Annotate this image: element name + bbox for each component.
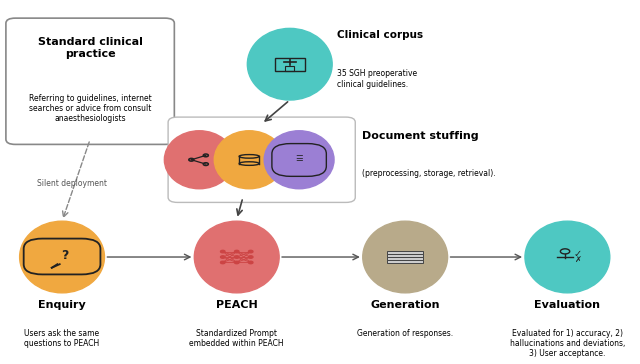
Text: 35 SGH preoperative
clinical guidelines.: 35 SGH preoperative clinical guidelines. bbox=[337, 69, 417, 89]
Text: ✓: ✓ bbox=[573, 249, 582, 259]
Ellipse shape bbox=[264, 131, 334, 189]
Circle shape bbox=[234, 256, 239, 258]
Text: PEACH: PEACH bbox=[216, 300, 258, 310]
FancyBboxPatch shape bbox=[387, 261, 423, 263]
Text: Generation: Generation bbox=[371, 300, 440, 310]
FancyBboxPatch shape bbox=[387, 257, 423, 260]
Circle shape bbox=[234, 261, 239, 264]
Text: (preprocessing, storage, retrieval).: (preprocessing, storage, retrieval). bbox=[362, 169, 495, 178]
Circle shape bbox=[248, 256, 253, 258]
Text: Generation of responses.: Generation of responses. bbox=[357, 329, 453, 338]
Text: Standard clinical
practice: Standard clinical practice bbox=[38, 37, 143, 59]
Text: Referring to guidelines, internet
searches or advice from consult
anaesthesiolog: Referring to guidelines, internet search… bbox=[29, 94, 152, 123]
Circle shape bbox=[221, 250, 225, 253]
FancyBboxPatch shape bbox=[387, 254, 423, 257]
FancyBboxPatch shape bbox=[6, 18, 174, 145]
Ellipse shape bbox=[195, 221, 279, 293]
FancyBboxPatch shape bbox=[387, 251, 423, 254]
Text: Clinical corpus: Clinical corpus bbox=[337, 30, 422, 40]
Polygon shape bbox=[52, 264, 60, 268]
Ellipse shape bbox=[214, 131, 284, 189]
Text: ☰: ☰ bbox=[296, 154, 303, 163]
Circle shape bbox=[248, 261, 253, 264]
Text: Enquiry: Enquiry bbox=[38, 300, 86, 310]
Text: Evaluated for 1) accuracy, 2)
hallucinations and deviations,
3) User acceptance.: Evaluated for 1) accuracy, 2) hallucinat… bbox=[509, 329, 625, 359]
Ellipse shape bbox=[164, 131, 234, 189]
Text: Document stuffing: Document stuffing bbox=[362, 131, 478, 141]
Text: Silent deployment: Silent deployment bbox=[37, 179, 107, 188]
Circle shape bbox=[248, 250, 253, 253]
Circle shape bbox=[221, 261, 225, 264]
Text: Users ask the same
questions to PEACH: Users ask the same questions to PEACH bbox=[24, 329, 100, 348]
Ellipse shape bbox=[247, 28, 332, 100]
Ellipse shape bbox=[363, 221, 447, 293]
Text: ✗: ✗ bbox=[574, 255, 581, 264]
Circle shape bbox=[234, 250, 239, 253]
FancyBboxPatch shape bbox=[168, 117, 355, 202]
Text: ?: ? bbox=[61, 249, 68, 262]
Ellipse shape bbox=[20, 221, 104, 293]
Text: Standardized Prompt
embedded within PEACH: Standardized Prompt embedded within PEAC… bbox=[189, 329, 284, 348]
Text: Evaluation: Evaluation bbox=[534, 300, 600, 310]
Ellipse shape bbox=[525, 221, 610, 293]
Circle shape bbox=[221, 256, 225, 258]
